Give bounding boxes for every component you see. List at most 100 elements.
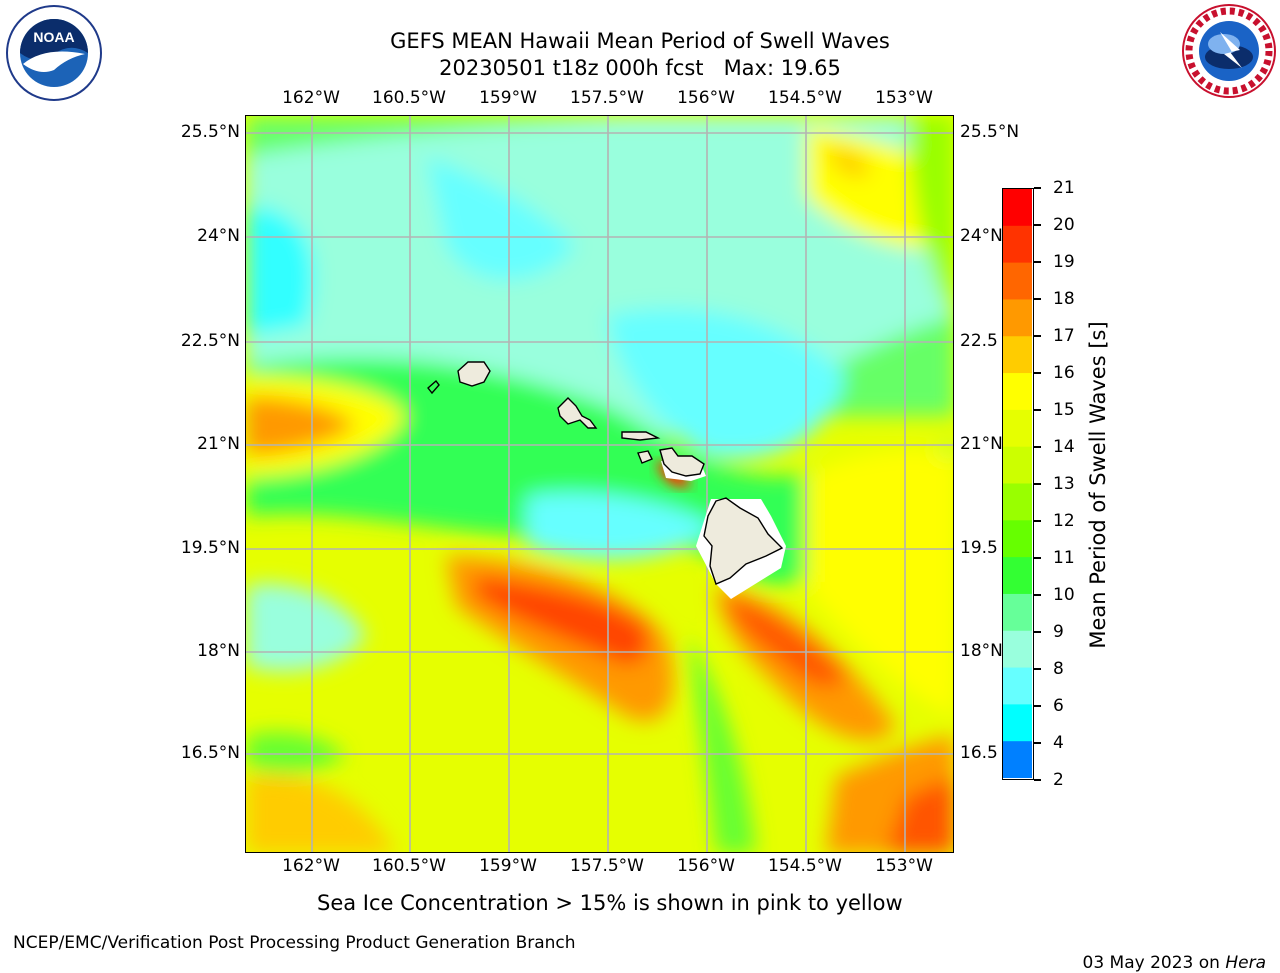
island-hawaii [703, 497, 784, 585]
lat-label-right: 16.5 [960, 743, 998, 763]
lat-label-right: 18°N [960, 641, 1003, 661]
lat-label-left: 21°N [197, 434, 240, 454]
field-cyan-west [246, 206, 314, 336]
field-red-se-corner [886, 776, 953, 852]
lon-label-top: 156°W [677, 88, 735, 108]
colorbar-tick-label: 6 [1053, 696, 1064, 716]
svg-text:NOAA: NOAA [33, 29, 74, 45]
colorbar-tick-label: 14 [1053, 437, 1075, 457]
colorbar-tick-label: 18 [1053, 289, 1075, 309]
colorbar-tick-label: 4 [1053, 733, 1064, 753]
field-yellow-east [806, 450, 953, 716]
lat-label-left: 18°N [197, 641, 240, 661]
colorbar-tick-label: 21 [1053, 178, 1075, 198]
colorbar-tick-mark [1034, 742, 1041, 744]
lon-label-top: 159°W [479, 88, 537, 108]
footer-host: Hera [1225, 953, 1266, 973]
island-maui [659, 447, 705, 477]
lon-label-bottom: 154.5°W [768, 856, 842, 876]
island-lanai [637, 450, 653, 464]
colorbar-band [1003, 189, 1032, 227]
field-cyan-mid [426, 156, 576, 280]
colorbar-tick-mark [1034, 261, 1041, 263]
lon-label-top: 160.5°W [372, 88, 446, 108]
colorbar-tick-mark [1034, 705, 1041, 707]
lat-label-right: 25.5°N [960, 122, 1020, 142]
colorbar-tick-label: 10 [1053, 585, 1075, 605]
nws-logo [1180, 2, 1278, 100]
lon-label-bottom: 153°W [875, 856, 933, 876]
lat-label-right: 24°N [960, 226, 1003, 246]
lat-label-right: 19.5 [960, 538, 998, 558]
colorbar-tick-label: 20 [1053, 215, 1075, 235]
lon-label-top: 153°W [875, 88, 933, 108]
lat-label-left: 25.5°N [180, 122, 240, 142]
lon-label-top: 154.5°W [768, 88, 842, 108]
colorbar-band [1003, 299, 1032, 337]
chart-subtitle: 20230501 t18z 000h fcst Max: 19.65 [439, 56, 841, 80]
gridlines [246, 116, 953, 852]
colorbar-band [1003, 557, 1032, 595]
colorbar-band [1003, 373, 1032, 411]
field-cyan-central [606, 308, 846, 459]
island-oahu [557, 397, 598, 429]
colorbar-band [1003, 262, 1032, 301]
lat-label-right: 21°N [960, 434, 1003, 454]
colorbar-tick-mark [1034, 594, 1041, 596]
lat-label-right: 22.5 [960, 331, 998, 351]
colorbar-tick-mark [1034, 631, 1041, 633]
field-red-south-east [726, 596, 846, 687]
colorbar-tick-mark [1034, 483, 1041, 485]
colorbar-label: Mean Period of Swell Waves [s] [1086, 321, 1110, 649]
field-orange-west [246, 396, 356, 456]
colorbar [1002, 188, 1034, 780]
colorbar-tick-mark [1034, 335, 1041, 337]
swell-period-map [245, 115, 954, 853]
colorbar-tick-mark [1034, 224, 1041, 226]
colorbar-tick-label: 16 [1053, 363, 1075, 383]
colorbar-tick-mark [1034, 557, 1041, 559]
field-orange-ne [826, 146, 869, 177]
colorbar-band [1003, 593, 1032, 632]
footer-date: 03 May 2023 on Hera [1072, 933, 1267, 973]
chart-title: GEFS MEAN Hawaii Mean Period of Swell Wa… [390, 29, 890, 53]
colorbar-tick-mark [1034, 409, 1041, 411]
colorbar-band [1003, 409, 1032, 448]
lat-label-left: 22.5°N [180, 331, 240, 351]
colorbar-tick-mark [1034, 520, 1041, 522]
field-green-sw-streak [246, 732, 346, 773]
lon-label-bottom: 160.5°W [372, 856, 446, 876]
field-red-south-west [476, 576, 649, 665]
lon-label-bottom: 162°W [282, 856, 340, 876]
lat-label-left: 24°N [197, 226, 240, 246]
colorbar-tick-mark [1034, 372, 1041, 374]
lat-label-left: 16.5°N [180, 743, 240, 763]
islands [427, 361, 784, 585]
colorbar-tick-mark [1034, 668, 1041, 670]
colorbar-tick-label: 17 [1053, 326, 1075, 346]
field-aqua-sw [246, 583, 366, 672]
field-green-ne-edge [906, 116, 953, 314]
island-kauai [457, 361, 491, 387]
colorbar-tick-label: 11 [1053, 548, 1075, 568]
colorbar-tick-label: 15 [1053, 400, 1075, 420]
colorbar-band [1003, 446, 1032, 485]
footer-branch: NCEP/EMC/Verification Post Processing Pr… [13, 933, 576, 953]
colorbar-band [1003, 630, 1032, 669]
lon-label-bottom: 157.5°W [570, 856, 644, 876]
field-green-south-streak [686, 636, 756, 852]
lon-label-top: 157.5°W [570, 88, 644, 108]
colorbar-band [1003, 520, 1032, 558]
lon-label-bottom: 156°W [677, 856, 735, 876]
colorbar-tick-label: 19 [1053, 252, 1075, 272]
colorbar-band [1003, 336, 1032, 374]
island-molokai [621, 431, 661, 441]
colorbar-band [1003, 483, 1032, 521]
sea-ice-note: Sea Ice Concentration > 15% is shown in … [317, 891, 903, 915]
colorbar-band [1003, 225, 1032, 264]
colorbar-band [1003, 667, 1032, 705]
colorbar-tick-mark [1034, 779, 1041, 781]
colorbar-tick-label: 13 [1053, 474, 1075, 494]
noaa-logo: NOAA [5, 4, 103, 102]
colorbar-tick-mark [1034, 298, 1041, 300]
